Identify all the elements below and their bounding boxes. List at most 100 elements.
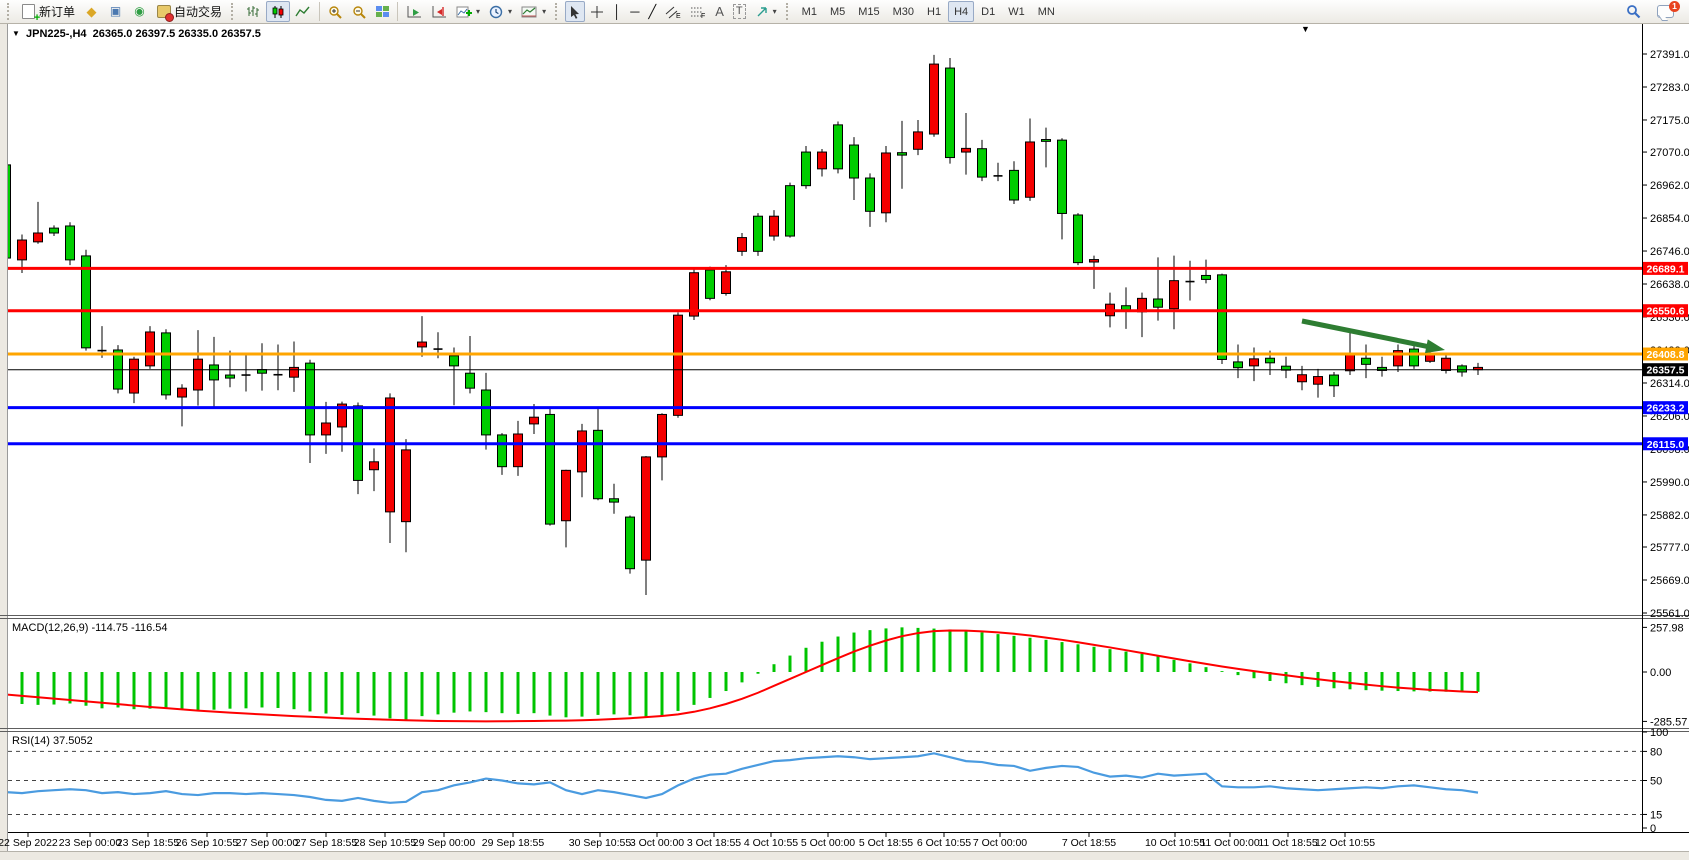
price-tick-label: 25882.0 <box>1650 510 1689 522</box>
candle <box>801 151 811 187</box>
macd-tick-label: -285.57 <box>1650 716 1687 728</box>
candle <box>1361 357 1371 365</box>
signals-button[interactable]: ◉ <box>128 1 151 22</box>
horizontal-line-tool-button[interactable]: ─ <box>626 1 643 22</box>
cursor-arrow-icon <box>571 5 580 19</box>
search-button[interactable] <box>1622 1 1645 22</box>
trend-arrow-annotation[interactable] <box>1301 318 1445 354</box>
zoom-out-button[interactable] <box>348 1 371 22</box>
time-tick-label: 7 Oct 00:00 <box>973 837 1027 849</box>
macd-name: MACD(12,26,9) <box>12 622 89 634</box>
candle <box>657 413 667 458</box>
line-chart-icon <box>295 6 310 16</box>
timeframe-toolbar: M1 M5 M15 M30 H1 H4 D1 W1 MN <box>796 1 1061 22</box>
clock-icon <box>489 5 503 18</box>
time-tick-label: 4 Oct 10:55 <box>744 837 798 849</box>
bar-chart-mode-button[interactable] <box>241 1 265 22</box>
toolbar-grip[interactable] <box>231 3 236 20</box>
price-axis[interactable]: 27391.0 27283.0 27175.0 27070.0 26962.0 26854… <box>8 24 1689 835</box>
toolbar-grip[interactable] <box>785 3 791 20</box>
price-tick-label: 27283.0 <box>1650 82 1689 94</box>
candle <box>289 366 299 378</box>
chart-shift-icon <box>432 5 447 17</box>
candle <box>545 413 555 525</box>
vertical-line-tool-button[interactable]: │ <box>609 1 625 22</box>
channel-tool-button[interactable]: E <box>661 1 685 22</box>
rsi-panel <box>5 750 1642 815</box>
svg-text:26408.8: 26408.8 <box>1647 349 1685 361</box>
candle <box>737 237 747 252</box>
indicators-button[interactable]: ▾ <box>452 1 484 22</box>
timeframe-M5[interactable]: M5 <box>824 1 851 22</box>
candle <box>929 63 939 135</box>
candle <box>449 355 459 367</box>
candle <box>1057 139 1067 214</box>
symbol-collapse-icon[interactable]: ▼ <box>12 29 20 38</box>
toolbar-grip[interactable] <box>7 3 12 20</box>
candle <box>321 422 331 436</box>
time-tick-label: 27 Sep 18:55 <box>295 837 358 849</box>
timeframe-H4[interactable]: H4 <box>948 1 975 22</box>
cursor-tool-button[interactable] <box>565 1 586 22</box>
new-order-button[interactable]: + 新订单 <box>17 1 79 23</box>
templates-button[interactable]: ▾ <box>517 1 550 22</box>
candle <box>497 434 507 468</box>
candle <box>1345 354 1355 372</box>
time-tick-label: 29 Sep 00:00 <box>413 837 476 849</box>
line-chart-mode-button[interactable] <box>291 1 315 22</box>
time-tick-label: 6 Oct 10:55 <box>917 837 971 849</box>
auto-trading-button[interactable]: 自动交易 <box>152 1 226 22</box>
candle <box>849 144 859 179</box>
symbol-name: JPN225-,H4 <box>25 28 87 40</box>
candle <box>577 430 587 473</box>
candle <box>177 387 187 398</box>
candle <box>1201 274 1211 280</box>
price-tick-label: 25561.0 <box>1650 608 1689 620</box>
time-tick-label: 11 Oct 18:55 <box>1258 837 1318 849</box>
mql5-community-button[interactable]: ◆ <box>80 1 103 22</box>
candlestick-mode-button[interactable] <box>266 1 291 22</box>
toolbar-grip[interactable] <box>555 3 560 20</box>
chart-shift-button[interactable] <box>427 1 451 22</box>
candle <box>897 152 907 156</box>
template-icon <box>521 6 537 17</box>
crosshair-icon <box>591 5 604 18</box>
candle <box>209 364 219 381</box>
chart-expand-arrow[interactable]: ▼ <box>1301 24 1310 34</box>
arrows-tool-button[interactable]: ▾ <box>751 1 781 22</box>
candle <box>49 227 59 234</box>
timeframe-W1[interactable]: W1 <box>1002 1 1031 22</box>
tile-windows-button[interactable] <box>372 1 393 22</box>
zoom-in-button[interactable] <box>324 1 347 22</box>
fibonacci-tool-button[interactable]: F <box>686 1 710 22</box>
text-tool-icon: A <box>715 4 724 19</box>
candle <box>417 341 427 348</box>
periods-button[interactable]: ▾ <box>485 1 516 22</box>
crosshair-tool-button[interactable] <box>586 1 608 22</box>
candle <box>1249 358 1259 367</box>
svg-text:F: F <box>701 13 705 19</box>
price-badge-26357.5 <box>1643 363 1688 377</box>
timeframe-M15[interactable]: M15 <box>852 1 885 22</box>
candle <box>1457 365 1467 373</box>
notifications-button[interactable]: 1 <box>1653 1 1680 22</box>
text-tool-button[interactable]: A <box>711 1 728 22</box>
rsi-tick-label: 80 <box>1650 746 1662 758</box>
candle <box>33 232 43 243</box>
timeframe-M1[interactable]: M1 <box>796 1 823 22</box>
trendline-tool-button[interactable]: ╱ <box>644 1 660 22</box>
publish-chart-button[interactable]: ▣ <box>104 1 127 22</box>
dropdown-caret-icon: ▾ <box>476 7 481 16</box>
timeframe-D1[interactable]: D1 <box>975 1 1001 22</box>
auto-scroll-button[interactable] <box>402 1 426 22</box>
time-tick-label: 10 Oct 10:55 <box>1145 837 1205 849</box>
timeframe-M30[interactable]: M30 <box>887 1 920 22</box>
timeframe-MN[interactable]: MN <box>1032 1 1061 22</box>
timeframe-H1[interactable]: H1 <box>921 1 947 22</box>
text-label-tool-button[interactable]: T <box>729 1 750 22</box>
candle <box>401 449 411 523</box>
search-icon <box>1627 5 1641 19</box>
tile-windows-icon <box>376 6 390 17</box>
